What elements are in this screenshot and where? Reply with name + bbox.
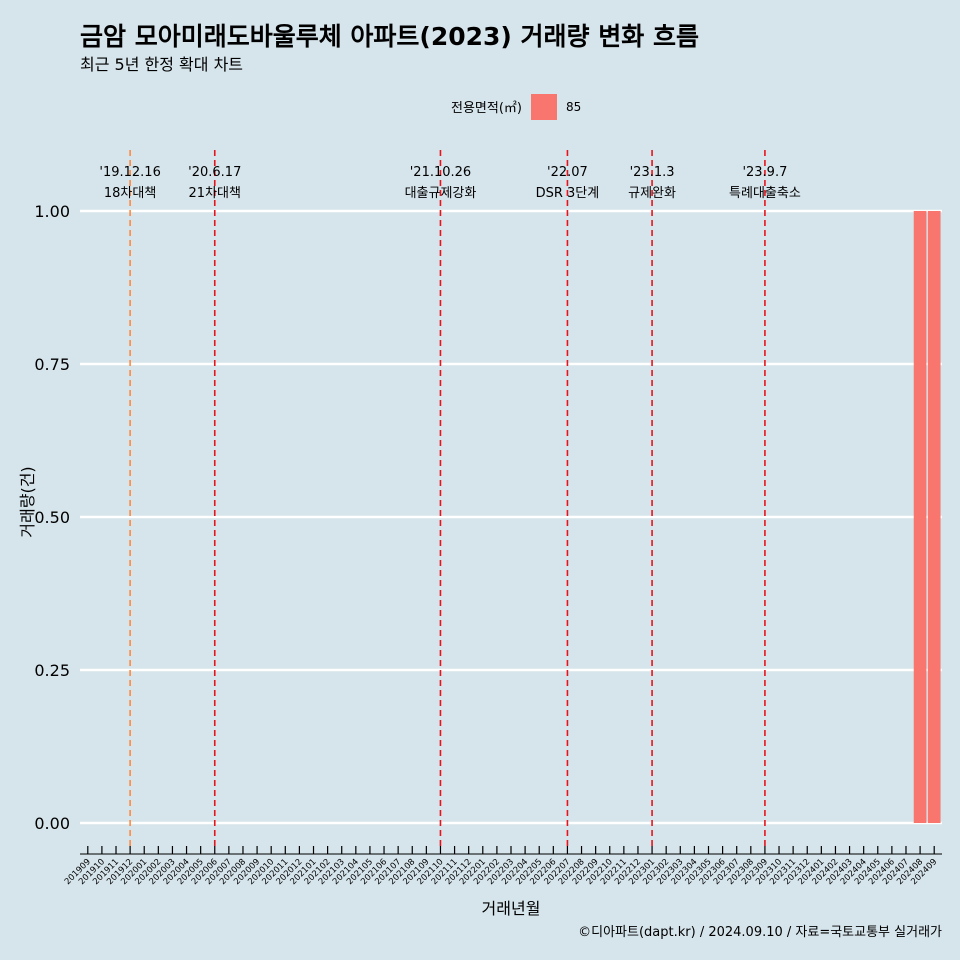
legend: 전용면적(㎡) 85 xyxy=(451,94,581,120)
chart-caption: ©디아파트(dapt.kr) / 2024.09.10 / 자료=국토교통부 실… xyxy=(578,925,942,940)
y-tick-label: 1.00 xyxy=(34,202,70,221)
policy-date-label: '21.10.26 xyxy=(410,165,471,180)
bars xyxy=(913,211,941,823)
x-axis-label: 거래년월 xyxy=(482,899,541,918)
policy-date-label: '20.6.17 xyxy=(188,165,241,180)
legend-label-85: 85 xyxy=(566,100,581,114)
chart-title: 금암 모아미래도바울루체 아파트(2023) 거래량 변화 흐름 xyxy=(80,22,699,51)
policy-name-label: 대출규제강화 xyxy=(405,186,477,201)
policy-name-label: 규제완화 xyxy=(628,186,676,201)
policy-date-label: '23.1.3 xyxy=(630,165,675,180)
policy-date-label: '22.07 xyxy=(547,165,588,180)
bar-202408 xyxy=(913,211,927,823)
policy-name-label: 특례대출축소 xyxy=(729,186,801,201)
policy-date-label: '23.9.7 xyxy=(742,165,787,180)
y-tick-label: 0.50 xyxy=(34,508,70,527)
y-axis-label: 거래량(건) xyxy=(18,466,37,537)
policy-date-label: '19.12.16 xyxy=(99,165,160,180)
legend-title: 전용면적(㎡) xyxy=(451,101,522,116)
chart-subtitle: 최근 5년 한정 확대 차트 xyxy=(80,55,243,74)
y-tick-label: 0.00 xyxy=(34,814,70,833)
y-gridlines xyxy=(80,209,942,825)
bar-202409 xyxy=(927,211,941,823)
policy-name-label: 18차대책 xyxy=(104,186,156,201)
policy-lines: '19.12.16 18차대책 '20.6.17 21차대책 '21.10.26 대출규제… xyxy=(99,150,801,846)
legend-key-85 xyxy=(531,94,557,120)
y-axis-ticks: 0.00 0.25 0.50 0.75 1.00 xyxy=(34,202,70,833)
policy-name-label: 21차대책 xyxy=(189,186,241,201)
policy-name-label: DSR 3단계 xyxy=(536,186,600,201)
y-tick-label: 0.75 xyxy=(34,355,70,374)
x-axis-ticks: 2019092019102019112019122020012020022020… xyxy=(63,846,939,887)
y-tick-label: 0.25 xyxy=(34,661,70,680)
